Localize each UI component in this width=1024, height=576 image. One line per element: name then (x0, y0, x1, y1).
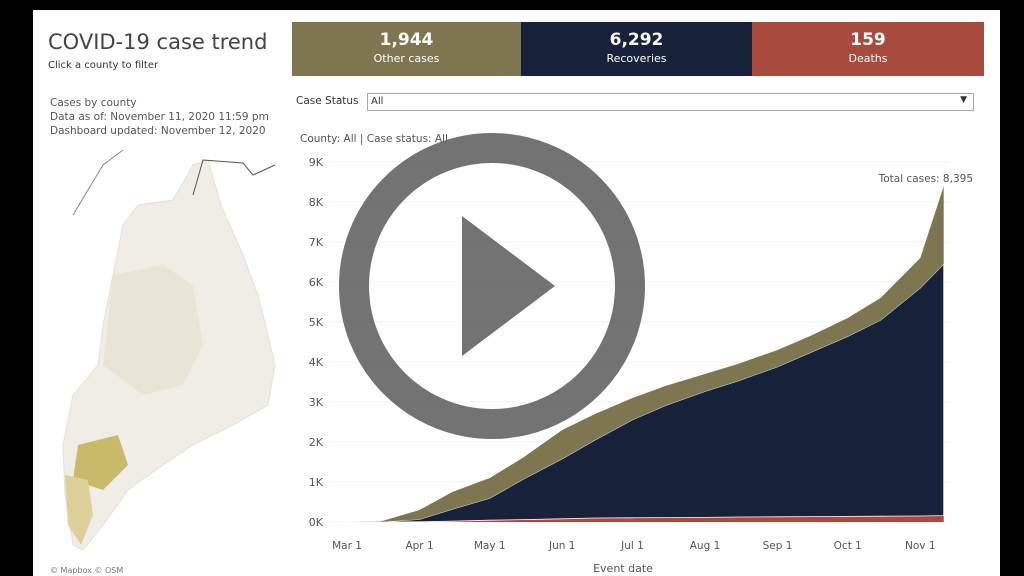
kpi-value: 1,944 (379, 30, 434, 50)
case-chart: 0K 1K 2K 3K 4K 5K 6K 7K 8K 9K Mar 1 Apr 1 May 1 Jun 1… (309, 156, 973, 575)
y-tick-label: 8K (309, 196, 324, 209)
map-note: Cases by county (50, 97, 137, 109)
border-line (192, 159, 276, 196)
x-tick-label: Jul 1 (620, 540, 644, 552)
play-icon (462, 216, 555, 356)
y-tick-label: 4K (309, 356, 324, 369)
x-tick-label: May 1 (474, 540, 506, 552)
map-note: Dashboard updated: November 12, 2020 (50, 125, 266, 137)
kpi-value: 159 (850, 30, 886, 50)
kpi-tile[interactable]: 159 Deaths (752, 22, 984, 76)
x-tick-label: Aug 1 (690, 540, 721, 552)
x-tick-label: Sep 1 (763, 540, 793, 552)
filter-summary: County: All | Case status: All (300, 133, 448, 145)
y-tick-label: 7K (309, 236, 324, 249)
y-tick-label: 1K (309, 476, 324, 489)
y-tick-label: 9K (309, 156, 324, 169)
subtitle: Click a county to filter (48, 60, 159, 71)
area-series (347, 262, 945, 523)
map-note: Data as of: November 11, 2020 11:59 pm (50, 111, 269, 123)
title: COVID-19 case trend (48, 30, 268, 54)
filter-dropdown[interactable]: All ▼ (367, 93, 974, 111)
x-axis-label: Event date (593, 562, 653, 575)
play-ring (339, 133, 645, 439)
dropdown-arrow: ▼ (960, 95, 967, 105)
x-tick-label: Nov 1 (905, 540, 936, 552)
y-tick-label: 5K (309, 316, 324, 329)
kpi-tile[interactable]: 1,944 Other cases (292, 22, 521, 76)
annotation: Total cases: 8,395 (878, 173, 973, 185)
filter-value: All (371, 96, 384, 107)
x-tick-label: Mar 1 (332, 540, 362, 552)
map-credit: © Mapbox © OSM (50, 566, 124, 575)
kpi-label: Recoveries (606, 52, 667, 65)
kpi-label: Other cases (373, 52, 440, 65)
y-tick-label: 6K (309, 276, 324, 289)
y-tick-label: 2K (309, 436, 324, 449)
filter-label: Case Status (296, 95, 359, 107)
y-tick-label: 3K (309, 396, 324, 409)
border-line (72, 149, 124, 216)
kpi-tile[interactable]: 6,292 Recoveries (521, 22, 752, 76)
kpi-label: Deaths (848, 52, 888, 65)
x-tick-label: Oct 1 (834, 540, 862, 552)
x-tick-label: Apr 1 (405, 540, 433, 552)
county (103, 265, 203, 395)
county-map[interactable] (43, 145, 293, 565)
y-tick-label: 0K (309, 516, 324, 529)
county[interactable] (65, 475, 93, 545)
x-tick-label: Jun 1 (548, 540, 575, 552)
dashboard: COVID-19 case trend Click a county to fi… (33, 10, 1000, 576)
county[interactable] (73, 435, 128, 490)
kpi-value: 6,292 (609, 30, 664, 50)
